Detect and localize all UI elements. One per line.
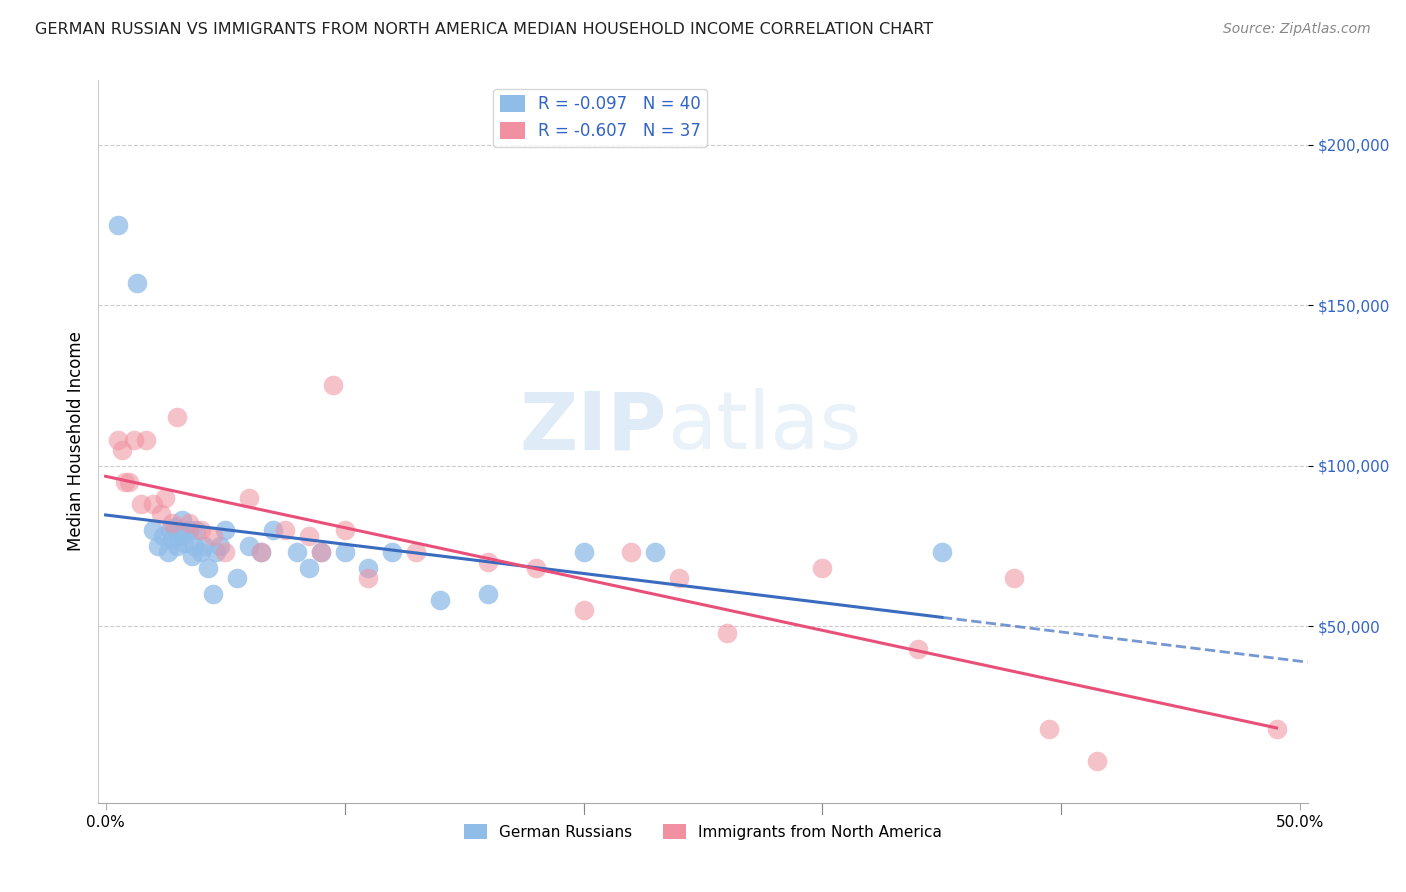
Point [274, 523, 297, 537]
Point [214, 523, 236, 537]
Point [1038, 722, 1060, 736]
Point [186, 523, 208, 537]
Point [322, 378, 344, 392]
Point [238, 539, 260, 553]
Point [163, 519, 186, 533]
Point [209, 539, 232, 553]
Point [159, 523, 181, 537]
Point [176, 523, 198, 537]
Y-axis label: Median Household Income: Median Household Income [66, 332, 84, 551]
Point [179, 516, 201, 531]
Point [226, 571, 249, 585]
Point [333, 523, 356, 537]
Point [131, 497, 153, 511]
Point [931, 545, 953, 559]
Point [125, 276, 148, 290]
Point [1002, 571, 1025, 585]
Text: atlas: atlas [666, 388, 860, 467]
Text: GERMAN RUSSIAN VS IMMIGRANTS FROM NORTH AMERICA MEDIAN HOUSEHOLD INCOME CORRELAT: GERMAN RUSSIAN VS IMMIGRANTS FROM NORTH … [35, 22, 934, 37]
Text: ZIP: ZIP [519, 388, 666, 467]
Point [1085, 754, 1108, 768]
Point [162, 533, 184, 547]
Point [111, 442, 134, 457]
Point [298, 561, 321, 575]
Point [309, 545, 332, 559]
Point [166, 539, 188, 553]
Point [204, 545, 226, 559]
Point [202, 529, 225, 543]
Point [620, 545, 643, 559]
Point [118, 475, 141, 489]
Point [524, 561, 547, 575]
Point [155, 491, 177, 505]
Point [114, 475, 136, 489]
Point [477, 587, 499, 601]
Point [122, 433, 145, 447]
Point [716, 625, 738, 640]
Point [907, 641, 929, 656]
Point [142, 497, 165, 511]
Point [180, 549, 202, 563]
Point [381, 545, 404, 559]
Point [107, 433, 129, 447]
Point [668, 571, 690, 585]
Point [250, 545, 273, 559]
Point [142, 523, 165, 537]
Point [644, 545, 666, 559]
Point [173, 535, 195, 549]
Point [169, 529, 191, 543]
Point [572, 545, 595, 559]
Point [298, 529, 321, 543]
Point [156, 545, 179, 559]
Point [190, 545, 212, 559]
Point [190, 523, 212, 537]
Point [477, 555, 499, 569]
Point [405, 545, 427, 559]
Point [135, 433, 157, 447]
Point [162, 516, 184, 531]
Text: Source: ZipAtlas.com: Source: ZipAtlas.com [1223, 22, 1371, 37]
Point [197, 561, 219, 575]
Point [1265, 722, 1288, 736]
Point [202, 587, 225, 601]
Point [309, 545, 332, 559]
Legend: German Russians, Immigrants from North America: German Russians, Immigrants from North A… [458, 818, 948, 846]
Point [572, 603, 595, 617]
Point [107, 218, 129, 232]
Point [250, 545, 273, 559]
Point [193, 539, 215, 553]
Point [238, 491, 260, 505]
Point [179, 523, 201, 537]
Point [357, 561, 380, 575]
Point [214, 545, 236, 559]
Point [811, 561, 834, 575]
Point [183, 539, 205, 553]
Point [149, 507, 172, 521]
Point [170, 513, 193, 527]
Point [146, 539, 169, 553]
Point [166, 410, 188, 425]
Point [333, 545, 356, 559]
Point [357, 571, 380, 585]
Point [152, 529, 174, 543]
Point [429, 593, 451, 607]
Point [285, 545, 308, 559]
Point [262, 523, 284, 537]
